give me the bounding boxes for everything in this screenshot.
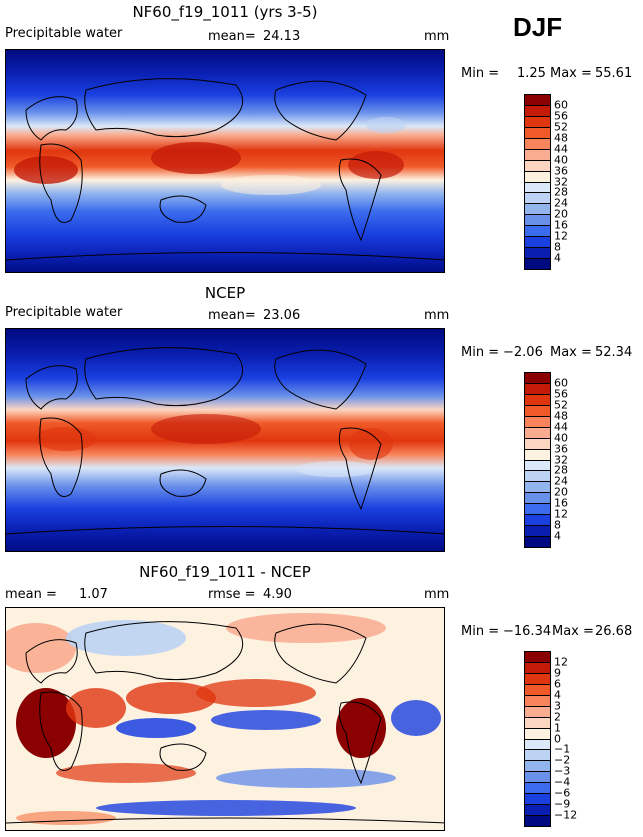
colorbar-tick-label: 32 (554, 175, 568, 188)
colorbar-tick-label: 6 (554, 677, 561, 691)
colorbar-tick-label: 36 (554, 164, 568, 178)
panel-1-min-label: Min = (461, 66, 500, 81)
panel-3-max-value: 26.68 (595, 624, 633, 639)
panel-2-max-label: Max = (550, 345, 592, 360)
panel-2-map-svg (6, 329, 444, 551)
colorbar-tick-label: 20 (554, 207, 568, 221)
panel-1-map (5, 49, 445, 273)
colorbar-tick-label: 3 (554, 699, 561, 713)
colorbar-tick-label: 56 (554, 109, 568, 123)
panel-3-title: NF60_f19_1011 - NCEP (139, 563, 311, 581)
panel-1-max-label: Max = (550, 66, 592, 81)
colorbar-tick-label: 44 (554, 142, 568, 156)
colorbar-tick-label: 40 (554, 431, 568, 445)
colorbar-tick-label: −9 (554, 797, 571, 811)
colorbar-tick-label: 52 (554, 120, 568, 134)
colorbar-tick-label: 48 (554, 131, 568, 145)
season-label: DJF (513, 12, 563, 42)
colorbar-tick-label: −2 (554, 753, 571, 767)
panel-2-max-value: 52.34 (595, 345, 633, 360)
colorbar-tick-label: 0 (554, 732, 561, 745)
colorbar-tick-label: 16 (554, 218, 568, 232)
panel-2-variable-label: Precipitable water (5, 305, 123, 320)
colorbar-tick-label: 4 (554, 251, 561, 265)
colorbar-tick-label: 9 (554, 666, 561, 680)
panel-3-colorbar: 12 9 6 4 3 2 1 0 −1 −2 −3 −4 −6 −9 −12 (524, 651, 577, 827)
panel-2-colorbar: 60 56 52 48 44 40 36 32 28 24 20 16 12 8 4 (524, 372, 568, 548)
colorbar-tick-label: 28 (554, 185, 568, 199)
colorbar-tick-label: 56 (554, 387, 568, 401)
panel-1-min-value: 1.25 (517, 66, 546, 81)
panel-3-map (5, 607, 445, 831)
colorbar-tick-label: 1 (554, 721, 561, 735)
colorbar-swatch (524, 258, 551, 270)
panel-2-min-value: −2.06 (503, 345, 543, 360)
colorbar-tick-label: −6 (554, 786, 571, 800)
panel-2-min-label: Min = (461, 345, 500, 360)
panel-3-mean-label: mean = (5, 587, 57, 602)
panel-2-map (5, 328, 445, 552)
panel-2-units: mm (424, 308, 450, 323)
colorbar-tick-label: 44 (554, 420, 568, 434)
panel-1-mean-label: mean= (208, 29, 256, 44)
panel-1-mean-value: 24.13 (263, 29, 301, 44)
colorbar-tick-label: 36 (554, 442, 568, 456)
colorbar-tick-label: −3 (554, 764, 571, 778)
panel-2-mean-label: mean= (208, 308, 256, 323)
colorbar-tick-label: 20 (554, 485, 568, 499)
colorbar-tick-label: 52 (554, 398, 568, 412)
panel-3-mean-value: 1.07 (79, 587, 108, 602)
panel-1-title: NF60_f19_1011 (yrs 3-5) (132, 3, 318, 21)
panel-3-rmse-label: rmse = (208, 587, 256, 602)
panel-3-units: mm (424, 587, 450, 602)
colorbar-tick-label: 12 (554, 507, 568, 521)
colorbar-tick-label: 16 (554, 496, 568, 510)
panel-3-max-label: Max = (552, 624, 594, 639)
colorbar-tick-label: 8 (554, 240, 561, 254)
colorbar-tick-label: 4 (554, 688, 561, 702)
panel-3-min-label: Min = (461, 624, 500, 639)
panel-1-map-svg (6, 50, 444, 272)
colorbar-tick-label: 32 (554, 453, 568, 466)
panel-1-variable-label: Precipitable water (5, 26, 123, 41)
colorbar-tick-label: 12 (554, 229, 568, 243)
panel-2-mean-value: 23.06 (263, 308, 301, 323)
panel-3-map-svg (6, 608, 444, 830)
panel-1-colorbar: 60 56 52 48 44 40 36 32 28 24 20 16 12 8 4 (524, 94, 568, 270)
panel-1-units: mm (424, 29, 450, 44)
colorbar-tick-label: −12 (554, 808, 578, 822)
colorbar-tick-label: −1 (554, 742, 571, 756)
panel-3-rmse-value: 4.90 (263, 587, 292, 602)
panel-1-max-value: 55.61 (595, 66, 633, 81)
colorbar-tick-label: 24 (554, 196, 568, 210)
colorbar-tick-label: 40 (554, 153, 568, 167)
colorbar-tick-label: 48 (554, 409, 568, 423)
colorbar-tick-label: −4 (554, 775, 571, 789)
panel-2-title: NCEP (204, 284, 246, 302)
colorbar-tick-label: 24 (554, 474, 568, 488)
colorbar-tick-label: 4 (554, 529, 561, 543)
colorbar-tick-label: 8 (554, 518, 561, 532)
colorbar-tick-label: 60 (554, 376, 568, 390)
colorbar-tick-label: 60 (554, 98, 568, 112)
panel-3-min-value: −16.34 (503, 624, 552, 639)
colorbar-tick-label: 28 (554, 463, 568, 477)
colorbar-tick-label: 2 (554, 710, 561, 724)
colorbar-swatch (524, 815, 551, 827)
colorbar-tick-label: 12 (554, 655, 568, 669)
colorbar-swatch (524, 536, 551, 548)
